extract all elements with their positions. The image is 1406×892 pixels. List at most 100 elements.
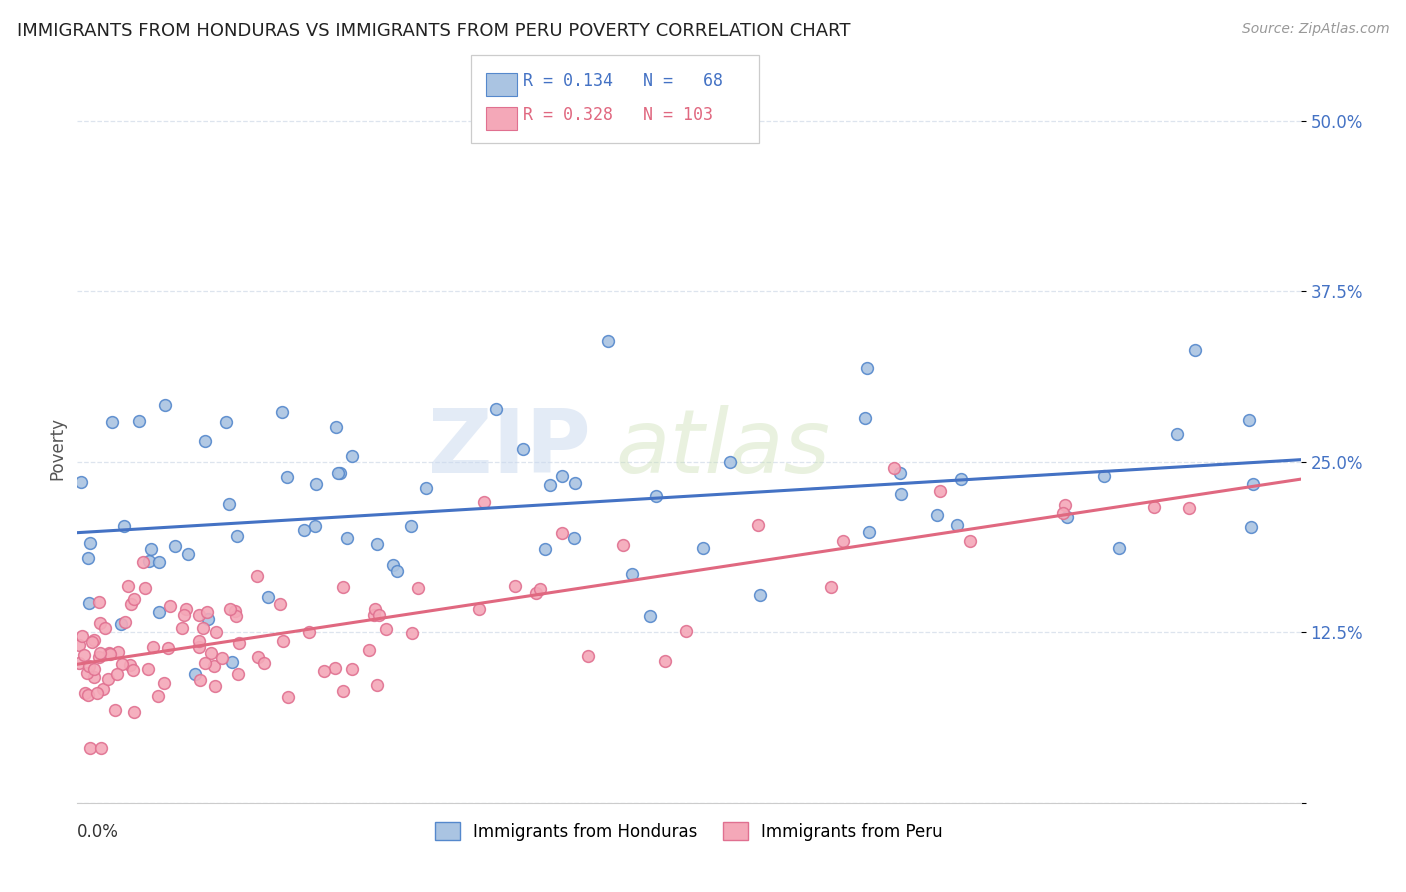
Point	[77, 658, 100, 673]
Point	[120, 597, 142, 611]
Point	[134, 582, 156, 596]
Point	[883, 461, 905, 475]
Point	[105, 667, 128, 681]
Y-axis label: Poverty: Poverty	[48, 417, 66, 480]
Point	[77, 596, 100, 610]
Point	[98, 646, 121, 660]
Point	[195, 605, 218, 619]
Point	[87, 649, 110, 664]
Point	[120, 657, 142, 672]
Point	[342, 449, 364, 463]
Point	[382, 558, 405, 573]
Point	[512, 442, 534, 457]
Point	[1241, 476, 1264, 491]
Point	[326, 466, 349, 480]
Point	[83, 662, 105, 676]
Point	[193, 434, 215, 448]
Point	[524, 586, 547, 600]
Point	[148, 555, 170, 569]
Point	[200, 646, 222, 660]
Point	[67, 656, 90, 670]
Point	[202, 659, 225, 673]
Point	[70, 629, 93, 643]
Point	[197, 612, 219, 626]
Point	[946, 517, 969, 532]
Point	[177, 547, 200, 561]
Point	[820, 580, 842, 594]
Point	[122, 663, 145, 677]
Point	[188, 633, 211, 648]
Point	[77, 688, 100, 702]
Point	[1184, 343, 1206, 357]
Point	[529, 582, 551, 597]
Point	[638, 609, 661, 624]
Point	[73, 685, 96, 699]
Point	[117, 579, 139, 593]
Point	[174, 602, 197, 616]
Point	[366, 537, 388, 551]
Point	[83, 670, 105, 684]
Point	[277, 690, 299, 704]
Point	[73, 648, 96, 662]
Point	[170, 621, 193, 635]
Point	[193, 621, 215, 635]
Point	[221, 656, 243, 670]
Point	[194, 657, 217, 671]
Point	[101, 416, 124, 430]
Point	[305, 476, 328, 491]
Point	[832, 534, 855, 549]
Point	[323, 661, 346, 675]
Point	[415, 481, 437, 495]
Point	[98, 647, 121, 661]
Point	[86, 686, 108, 700]
Point	[692, 541, 714, 556]
Point	[551, 469, 574, 483]
Point	[612, 538, 634, 552]
Point	[853, 411, 876, 425]
Point	[228, 636, 250, 650]
Point	[146, 690, 169, 704]
Point	[91, 682, 114, 697]
Point	[204, 679, 226, 693]
Point	[218, 497, 240, 511]
Point	[654, 654, 676, 668]
Point	[271, 634, 294, 648]
Point	[950, 472, 973, 486]
Point	[596, 334, 619, 348]
Point	[159, 599, 181, 613]
Point	[928, 483, 950, 498]
Point	[304, 519, 326, 533]
Point	[142, 640, 165, 654]
Point	[332, 683, 354, 698]
Text: ZIP: ZIP	[429, 405, 591, 491]
Point	[562, 531, 585, 545]
Point	[76, 665, 98, 680]
Point	[256, 590, 278, 604]
Point	[375, 622, 398, 636]
Point	[406, 581, 429, 595]
Point	[505, 579, 527, 593]
Point	[79, 741, 101, 756]
Point	[122, 592, 145, 607]
Point	[534, 541, 557, 556]
Point	[325, 419, 347, 434]
Point	[401, 626, 423, 640]
Point	[188, 608, 211, 623]
Text: Source: ZipAtlas.com: Source: ZipAtlas.com	[1241, 22, 1389, 37]
Point	[1108, 541, 1130, 555]
Point	[889, 466, 911, 480]
Point	[363, 608, 385, 623]
Point	[357, 643, 380, 657]
Point	[675, 624, 697, 639]
Text: R = 0.134   N =   68: R = 0.134 N = 68	[523, 72, 723, 90]
Point	[576, 649, 599, 664]
Point	[890, 487, 912, 501]
Point	[620, 566, 643, 581]
Point	[165, 540, 187, 554]
Point	[131, 555, 153, 569]
Text: atlas: atlas	[616, 405, 831, 491]
Point	[225, 608, 247, 623]
Point	[83, 633, 105, 648]
Point	[472, 495, 495, 509]
Point	[748, 588, 770, 602]
